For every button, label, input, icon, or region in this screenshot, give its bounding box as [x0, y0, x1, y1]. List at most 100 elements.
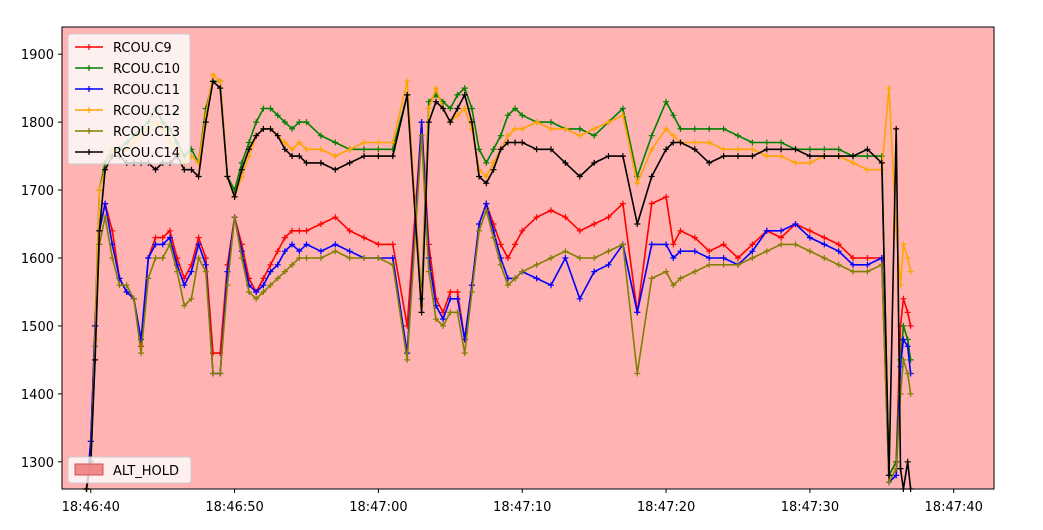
data-point: [806, 146, 813, 153]
data-point: [562, 248, 569, 255]
data-point: [677, 125, 684, 132]
legend-label: RCOU.C14: [113, 146, 180, 161]
data-point: [677, 248, 684, 255]
data-point: [476, 227, 483, 234]
data-point: [346, 227, 353, 234]
data-point: [763, 227, 770, 234]
data-point: [548, 207, 554, 214]
data-point: [317, 248, 324, 255]
data-point: [821, 146, 828, 153]
x-tick-label: 18:46:50: [205, 500, 263, 515]
data-point: [260, 289, 267, 295]
data-point: [159, 241, 166, 248]
data-point: [605, 214, 612, 221]
data-point: [591, 255, 598, 261]
data-point: [835, 248, 842, 255]
data-point: [476, 173, 483, 180]
legend-entry: RCOU.C9: [75, 41, 172, 56]
data-point: [497, 261, 504, 268]
data-point: [274, 112, 281, 119]
data-point: [361, 234, 367, 241]
data-point: [440, 105, 447, 112]
data-point: [303, 146, 310, 153]
data-point: [691, 268, 698, 275]
data-point: [778, 153, 785, 160]
data-point: [483, 200, 490, 207]
series-legend: RCOU.C9 RCOU.C10 RCOU.C11 RCOU.C12 RCOU.C13 R…: [67, 33, 191, 165]
data-point: [317, 159, 324, 166]
data-point: [260, 282, 267, 289]
data-point: [648, 241, 655, 248]
data-point: [404, 91, 411, 98]
data-point: [389, 261, 396, 268]
y-tick-label: 1700: [21, 184, 54, 199]
data-point: [425, 119, 432, 126]
data-point: [562, 125, 569, 132]
data-point: [281, 234, 288, 241]
data-point: [238, 255, 245, 261]
data-point: [519, 125, 526, 132]
data-point: [289, 227, 296, 234]
data-point: [576, 255, 583, 261]
data-point: [648, 132, 655, 139]
data-point: [375, 255, 382, 261]
data-point: [454, 105, 461, 112]
data-point: [821, 241, 828, 248]
data-point: [253, 119, 260, 126]
data-point: [281, 248, 288, 255]
data-point: [792, 159, 799, 166]
data-point: [490, 166, 497, 173]
data-point: [454, 112, 461, 119]
data-point: [289, 261, 296, 268]
data-point: [289, 146, 296, 153]
data-point: [504, 112, 511, 119]
data-point: [792, 241, 799, 248]
data-point: [821, 255, 828, 261]
data-point: [648, 200, 655, 207]
legend-label: RCOU.C10: [113, 62, 180, 77]
data-point: [504, 255, 511, 261]
data-point: [447, 119, 454, 126]
data-point: [130, 295, 137, 302]
data-point: [260, 125, 267, 132]
data-point: [763, 153, 770, 160]
data-point: [763, 248, 770, 255]
data-point: [375, 139, 382, 146]
data-point: [332, 214, 339, 221]
data-point: [109, 255, 116, 261]
data-point: [202, 119, 209, 126]
data-point: [533, 119, 540, 126]
data-point: [188, 268, 195, 275]
data-point: [152, 234, 159, 241]
y-tick-label: 1900: [21, 48, 54, 63]
legend-entry: RCOU.C11: [75, 83, 180, 98]
data-point: [468, 105, 475, 112]
data-point: [763, 139, 770, 146]
data-point: [92, 356, 99, 363]
data-point: [267, 268, 274, 275]
legend-label: RCOU.C11: [113, 83, 180, 98]
data-point: [591, 268, 598, 275]
legend-entry: RCOU.C13: [75, 125, 180, 140]
data-point: [677, 227, 684, 234]
data-point: [188, 295, 195, 302]
data-point: [648, 173, 655, 180]
data-point: [454, 91, 461, 98]
data-point: [720, 261, 727, 268]
data-point: [864, 268, 871, 275]
data-point: [202, 261, 209, 268]
data-point: [303, 241, 310, 248]
data-point: [418, 119, 425, 126]
data-point: [461, 350, 468, 357]
data-point: [195, 234, 202, 241]
data-point: [619, 105, 626, 112]
data-point: [504, 282, 511, 289]
data-point: [778, 241, 785, 248]
data-point: [123, 282, 130, 289]
x-tick-label: 18:47:00: [349, 500, 407, 515]
data-point: [591, 221, 598, 227]
mode-legend-label: ALT_HOLD: [113, 464, 179, 479]
data-point: [231, 214, 238, 221]
data-point: [806, 159, 813, 166]
data-point: [548, 125, 554, 132]
